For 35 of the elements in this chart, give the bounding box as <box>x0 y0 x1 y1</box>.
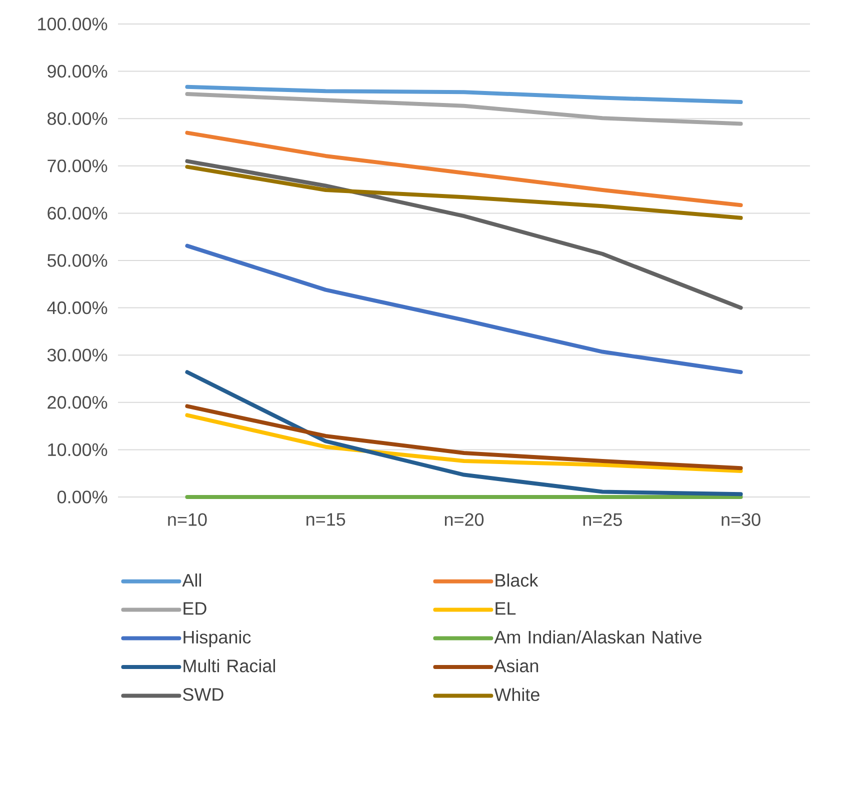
x-tick-label: n=30 <box>722 513 760 526</box>
y-tick-label: 70.00% <box>48 160 108 172</box>
y-tick-label: 60.00% <box>48 206 108 220</box>
legend-label: All <box>182 574 201 587</box>
legend-label: SWD <box>183 688 224 701</box>
y-tick-label: 90.00% <box>48 64 108 78</box>
y-tick-label: 20.00% <box>48 396 108 409</box>
x-tick-label: n=10 <box>168 513 207 526</box>
legend-label: White <box>494 688 540 702</box>
x-tick-label: n=25 <box>583 513 622 526</box>
legend-label: Black <box>496 574 538 587</box>
y-tick-label: 50.00% <box>47 254 108 267</box>
line-series <box>185 404 743 470</box>
y-tick-label: 40.00% <box>47 301 108 314</box>
y-tick-label: 30.00% <box>47 348 108 362</box>
line-series <box>185 413 743 473</box>
legend-label: Asian <box>494 659 538 672</box>
line-series <box>185 244 743 374</box>
line-series <box>185 159 743 310</box>
line-series <box>185 370 743 496</box>
line-series <box>185 164 743 220</box>
line-series <box>185 130 743 208</box>
y-tick-label: 80.00% <box>48 112 108 125</box>
y-tick-label: 100.00% <box>38 18 108 30</box>
x-tick-label: n=20 <box>444 513 484 526</box>
line-series <box>185 84 743 104</box>
y-tick-label: 10.00% <box>48 443 108 456</box>
legend-label: Hispanic <box>184 630 251 648</box>
legend-label: Multi Racial <box>184 659 275 672</box>
x-tick-label: n=15 <box>306 513 346 526</box>
line-series <box>185 92 743 126</box>
legend-label: EL <box>496 602 516 615</box>
legend-label: ED <box>184 602 206 615</box>
legend-label: Am Indian/Alaskan Native <box>494 630 702 644</box>
y-tick-label: 0.00% <box>57 490 108 504</box>
